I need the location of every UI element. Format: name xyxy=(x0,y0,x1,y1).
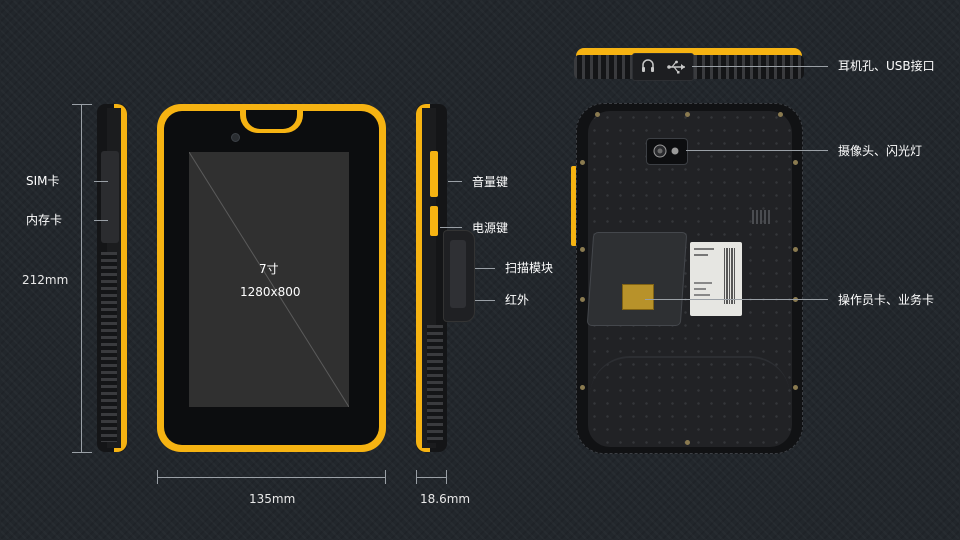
sticker-print xyxy=(694,248,735,304)
scanner-module-label: 扫描模块 xyxy=(505,261,554,275)
side-grip-ribs xyxy=(427,325,443,443)
memory-card-label: 内存卡 xyxy=(26,213,63,227)
power-leader xyxy=(440,227,462,228)
width-label: 135mm xyxy=(249,492,296,506)
sim-card-label: SIM卡 xyxy=(26,174,60,188)
side-grip-ribs xyxy=(101,252,117,442)
ports-label: 耳机孔、USB接口 xyxy=(838,59,935,73)
height-label: 212mm xyxy=(22,273,69,287)
resolution-label: 1280x800 xyxy=(240,285,301,299)
screen-size-label: 7寸 xyxy=(259,262,279,276)
screw xyxy=(595,112,600,117)
screw xyxy=(778,112,783,117)
screw xyxy=(580,297,585,302)
card-slot-cover xyxy=(101,151,119,243)
power-key-label: 电源键 xyxy=(472,221,509,235)
screw xyxy=(793,160,798,165)
thickness-tick-left xyxy=(416,470,417,484)
screen-diagonal xyxy=(189,152,349,407)
infrared-leader xyxy=(475,300,495,301)
speaker-grille xyxy=(752,210,772,224)
front-screen xyxy=(189,152,349,407)
cards-label: 操作员卡、业务卡 xyxy=(838,293,935,307)
rear-camera-module xyxy=(646,138,688,165)
screw xyxy=(685,440,690,445)
cards-leader xyxy=(645,299,828,300)
usb-icon xyxy=(667,59,687,78)
screw xyxy=(793,247,798,252)
width-tick-left xyxy=(157,470,158,484)
screw xyxy=(685,112,690,117)
front-camera xyxy=(231,133,240,142)
headphone-icon xyxy=(641,58,655,78)
thickness-dimension-line xyxy=(416,477,447,478)
camera-lens xyxy=(653,144,679,158)
sim-card-leader xyxy=(94,181,108,182)
width-tick-right xyxy=(385,470,386,484)
power-key xyxy=(430,206,438,236)
volume-leader xyxy=(448,181,462,182)
thickness-label: 18.6mm xyxy=(420,492,471,506)
nameplate-sticker xyxy=(690,242,742,316)
screw xyxy=(580,247,585,252)
card-compartment xyxy=(586,232,688,326)
screw xyxy=(793,385,798,390)
height-tick-top xyxy=(72,104,92,105)
memory-card-leader xyxy=(94,220,108,221)
screw xyxy=(580,160,585,165)
front-notch-inner xyxy=(246,110,297,129)
volume-key xyxy=(430,151,438,197)
volume-key-label: 音量键 xyxy=(472,175,509,189)
width-dimension-line xyxy=(157,477,386,478)
back-side-button xyxy=(571,166,577,246)
scanner-window xyxy=(450,240,466,308)
thickness-tick-right xyxy=(446,470,447,484)
height-dimension-line xyxy=(81,104,82,452)
camera-leader xyxy=(686,150,828,151)
infrared-label: 红外 xyxy=(505,293,530,307)
height-tick-bottom xyxy=(72,452,92,453)
screw xyxy=(580,385,585,390)
top-port-cover xyxy=(632,53,694,81)
scanner-leader xyxy=(475,268,495,269)
back-bottom-arc xyxy=(590,356,790,448)
card-holder xyxy=(622,284,654,310)
ports-leader xyxy=(692,66,828,67)
camera-label: 摄像头、闪光灯 xyxy=(838,144,923,158)
